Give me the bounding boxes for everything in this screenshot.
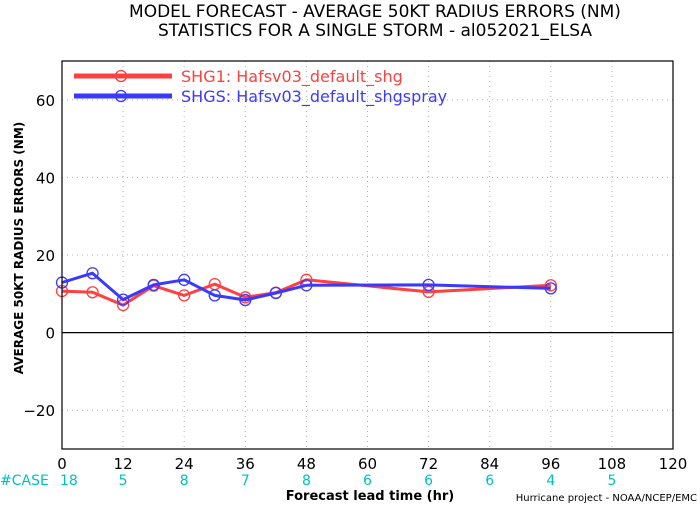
y-tick-label: 40 — [36, 169, 55, 187]
x-tick-label: 36 — [236, 455, 255, 473]
data-point — [116, 293, 130, 306]
plot-frame — [61, 60, 674, 450]
x-axis-label: Forecast lead time (hr) — [286, 489, 454, 504]
data-point — [208, 289, 221, 302]
y-tick-label: 60 — [36, 92, 55, 110]
case-count: 8 — [180, 473, 189, 489]
x-tick-label: 84 — [480, 455, 499, 473]
legend-swatch-marker — [114, 69, 128, 83]
x-tick-label: 0 — [57, 455, 67, 473]
legend-label: SHGS: Hafsv03_default_shgspray — [181, 87, 447, 107]
legend-item: SHG1: Hafsv03_default_shg — [74, 67, 403, 87]
x-tick-label: 96 — [541, 455, 560, 473]
series-layer — [55, 267, 557, 312]
data-point — [544, 282, 557, 295]
x-tick-label: 12 — [114, 455, 133, 473]
x-tick-label: 108 — [598, 455, 627, 473]
case-label: #CASE — [0, 473, 49, 489]
legend-swatch-marker — [114, 89, 128, 103]
x-tick-label: 24 — [175, 455, 194, 473]
grid — [62, 61, 673, 449]
chart-title: MODEL FORECAST - AVERAGE 50KT RADIUS ERR… — [129, 2, 621, 22]
data-point — [178, 289, 191, 302]
data-point — [86, 267, 99, 280]
y-tick-label: 0 — [45, 325, 55, 343]
y-tick-label: −20 — [23, 402, 55, 420]
chart-subtitle: STATISTICS FOR A SINGLE STORM - al052021… — [158, 21, 592, 41]
legend-item: SHGS: Hafsv03_default_shgspray — [74, 87, 447, 107]
data-point — [239, 293, 252, 307]
case-count: 6 — [363, 473, 372, 489]
case-count: 8 — [302, 473, 311, 489]
data-point — [147, 278, 160, 292]
credit-text: Hurricane project - NOAA/NCEP/EMC — [516, 493, 697, 504]
case-count: 7 — [241, 473, 250, 489]
x-tick-label: 72 — [419, 455, 438, 473]
x-tick-label: 60 — [358, 455, 377, 473]
x-tick-label: 120 — [659, 455, 688, 473]
data-point — [178, 273, 191, 286]
case-count: 5 — [607, 473, 616, 489]
y-tick-label: 20 — [36, 247, 55, 265]
y-tick-labels: −20 0 20 40 60 — [23, 92, 55, 420]
data-point — [300, 279, 313, 292]
y-axis-label: AVERAGE 50KT RADIUS ERRORS (NM) — [12, 122, 26, 374]
case-counts: #CASE 18 5 8 7 8 6 6 6 4 5 — [0, 473, 616, 489]
data-point — [422, 278, 435, 292]
x-tick-labels: 0 12 24 36 48 60 72 84 96 108 120 — [57, 455, 687, 473]
data-point — [86, 286, 99, 299]
case-count: 4 — [546, 473, 555, 489]
x-tick-label: 48 — [297, 455, 316, 473]
series-line — [61, 271, 551, 302]
series-2 — [55, 267, 557, 307]
case-count: 6 — [485, 473, 494, 489]
case-count: 6 — [424, 473, 433, 489]
legend-label: SHG1: Hafsv03_default_shg — [181, 67, 403, 87]
data-point — [269, 286, 283, 300]
case-count: 5 — [119, 473, 128, 489]
case-count: 18 — [60, 473, 78, 489]
data-point — [544, 279, 557, 292]
